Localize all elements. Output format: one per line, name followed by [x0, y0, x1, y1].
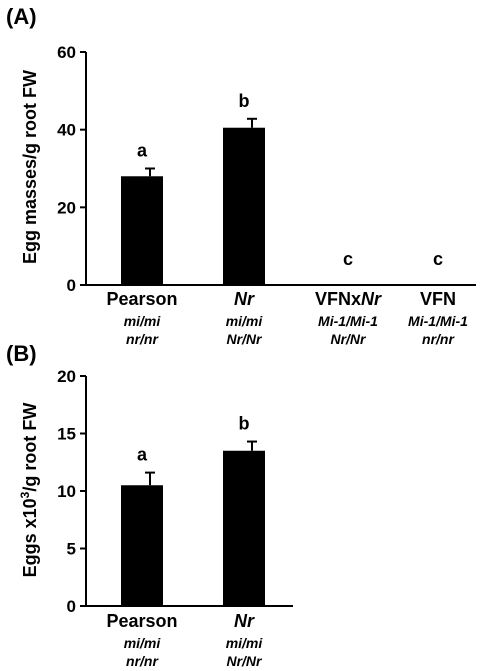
panel-label-a: (A)	[6, 4, 37, 29]
bar-b	[223, 450, 265, 606]
category-label-b: Pearson	[106, 611, 177, 631]
y-tick-label-b: 15	[57, 425, 76, 444]
y-tick-label-a: 40	[57, 121, 76, 140]
y-axis-label-a: Egg masses/g root FW	[20, 70, 40, 264]
y-tick-label-a: 60	[57, 43, 76, 62]
genotype-label-a: Nr/Nr	[330, 331, 367, 347]
category-label-a: Nr	[234, 289, 255, 309]
genotype-label-a: nr/nr	[422, 331, 455, 347]
y-tick-label-a: 20	[57, 198, 76, 217]
genotype-label-b: mi/mi	[226, 635, 264, 651]
genotype-label-a: mi/mi	[124, 313, 162, 329]
y-tick-label-a: 0	[67, 276, 76, 295]
bar-a	[223, 127, 265, 285]
significance-letter-a: b	[239, 91, 250, 111]
category-label-a: VFN	[420, 289, 456, 309]
category-label-a: Pearson	[106, 289, 177, 309]
genotype-label-b: Nr/Nr	[226, 653, 263, 669]
significance-letter-a: c	[343, 249, 353, 269]
y-axis-label-b: Eggs x103/g root FW	[18, 403, 40, 578]
genotype-label-b: mi/mi	[124, 635, 162, 651]
y-tick-label-b: 5	[67, 540, 76, 559]
bar-a	[121, 176, 163, 285]
significance-letter-a: a	[137, 141, 148, 161]
genotype-label-a: Nr/Nr	[226, 331, 263, 347]
significance-letter-a: c	[433, 249, 443, 269]
bar-b	[121, 485, 163, 606]
genotype-label-a: nr/nr	[126, 331, 159, 347]
genotype-label-a: Mi-1/Mi-1	[318, 313, 378, 329]
category-label-b: Nr	[234, 611, 255, 631]
panel-b: (B) Eggs x103/g root FW 0 5 10 15 20 a Pearson…	[6, 341, 293, 669]
genotype-label-a: Mi-1/Mi-1	[408, 313, 468, 329]
genotype-label-b: nr/nr	[126, 653, 159, 669]
y-tick-label-b: 10	[57, 482, 76, 501]
significance-letter-b: b	[239, 414, 250, 434]
y-tick-label-b: 0	[67, 597, 76, 616]
genotype-label-a: mi/mi	[226, 313, 264, 329]
panel-label-b: (B)	[6, 341, 37, 366]
panel-a: (A) Egg masses/g root FW 0 20 40 60 a Pearson…	[6, 4, 476, 347]
category-label-a: VFNxNr	[315, 289, 382, 309]
y-tick-label-b: 20	[57, 367, 76, 386]
significance-letter-b: a	[137, 445, 148, 465]
